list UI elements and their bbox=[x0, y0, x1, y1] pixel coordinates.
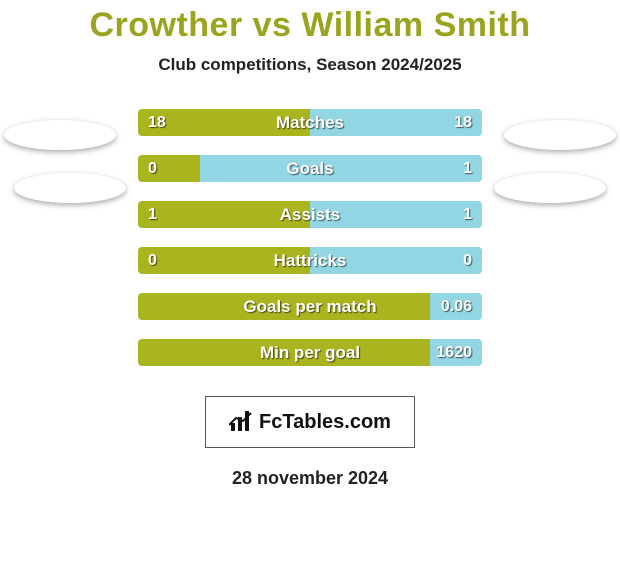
stat-value-right: 1 bbox=[463, 206, 472, 224]
date-text: 28 november 2024 bbox=[0, 468, 620, 489]
player-ellipse bbox=[14, 173, 126, 203]
stat-row: Goals 0 1 bbox=[138, 155, 482, 182]
stat-value-right: 1620 bbox=[436, 344, 472, 362]
stat-row: Min per goal 1620 bbox=[138, 339, 482, 366]
stat-label: Min per goal bbox=[260, 343, 360, 363]
player-ellipse bbox=[494, 173, 606, 203]
player-ellipse bbox=[4, 120, 116, 150]
stats-container: Matches1818Goals01Assists11Hattricks00Go… bbox=[0, 109, 620, 366]
chart-icon bbox=[229, 411, 255, 433]
stat-value-left: 18 bbox=[148, 114, 166, 132]
stat-row: Assists 1 1 bbox=[138, 201, 482, 228]
stat-value-right: 0 bbox=[463, 252, 472, 270]
stat-value-right: 0.06 bbox=[441, 298, 472, 316]
stat-value-left: 1 bbox=[148, 206, 157, 224]
stat-value-right: 1 bbox=[463, 160, 472, 178]
stat-label: Goals bbox=[286, 159, 333, 179]
stat-value-right: 18 bbox=[454, 114, 472, 132]
stat-label: Assists bbox=[280, 205, 340, 225]
stat-value-left: 0 bbox=[148, 252, 157, 270]
player-ellipse bbox=[504, 120, 616, 150]
stat-label: Hattricks bbox=[274, 251, 347, 271]
stat-label: Matches bbox=[276, 113, 344, 133]
stat-value-left: 0 bbox=[148, 160, 157, 178]
stat-row: Goals per match 0.06 bbox=[138, 293, 482, 320]
subtitle: Club competitions, Season 2024/2025 bbox=[0, 55, 620, 75]
page-title: Crowther vs William Smith bbox=[0, 0, 620, 45]
logo-text: FcTables.com bbox=[259, 411, 391, 434]
fctables-logo[interactable]: FcTables.com bbox=[205, 396, 415, 448]
stat-row: Hattricks 0 0 bbox=[138, 247, 482, 274]
stat-row: Matches 18 18 bbox=[138, 109, 482, 136]
stat-bar-right bbox=[200, 155, 482, 182]
stat-label: Goals per match bbox=[243, 297, 376, 317]
